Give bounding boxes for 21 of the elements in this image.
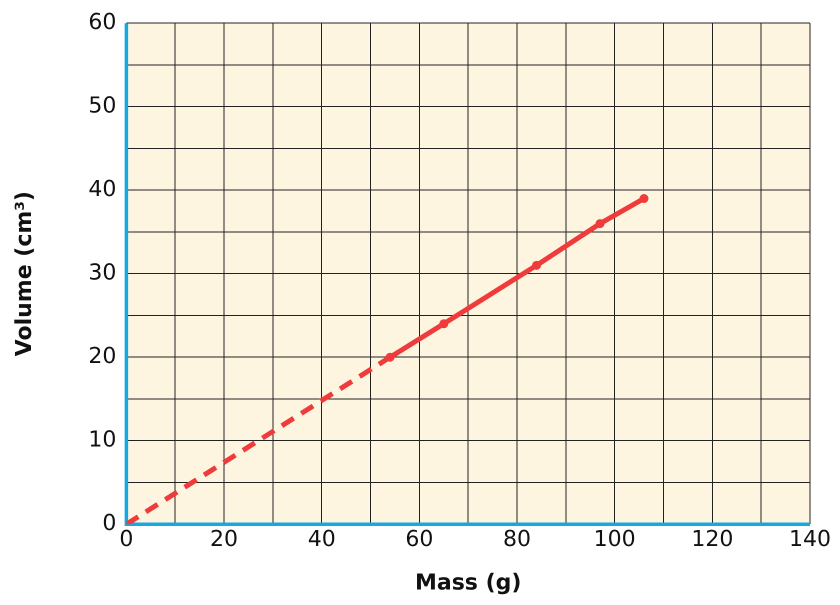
y-axis-title: Volume (cm³) (12, 191, 37, 356)
x-tick-label: 20 (210, 527, 238, 552)
y-tick-label: 50 (88, 93, 116, 118)
point (596, 219, 605, 228)
y-tick-label: 60 (88, 10, 116, 35)
x-tick-label: 60 (405, 527, 434, 552)
y-tick-label: 10 (88, 427, 116, 452)
x-tick-label: 140 (789, 527, 831, 552)
point (639, 194, 648, 204)
x-tick-label: 0 (119, 527, 134, 552)
x-axis-title: Mass (g) (414, 570, 522, 596)
x-tick-label: 120 (691, 527, 734, 552)
y-tick-label: 0 (102, 510, 116, 536)
y-tick-label: 20 (88, 344, 116, 369)
y-tick-label: 30 (88, 260, 116, 286)
point (439, 319, 448, 328)
x-tick-label: 100 (594, 527, 636, 552)
y-tick-label: 40 (88, 176, 116, 202)
point (532, 260, 542, 270)
x-tick-label: 40 (308, 527, 336, 552)
x-tick-label: 80 (503, 527, 532, 552)
